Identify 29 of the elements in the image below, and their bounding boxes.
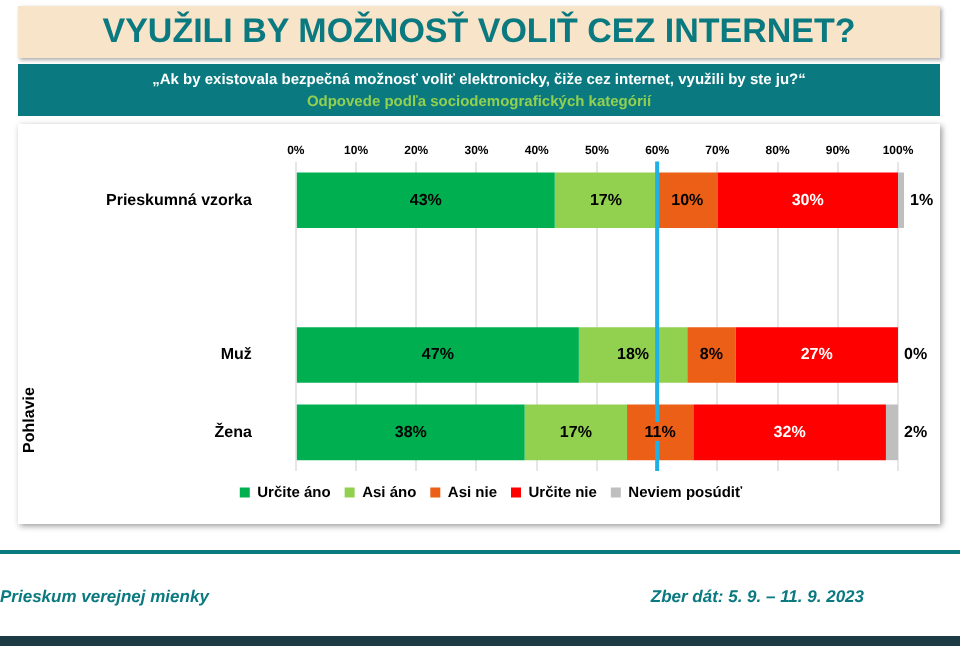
data-label: 27%	[800, 345, 833, 364]
y-tick-label: Muž	[220, 345, 252, 364]
data-label: 1%	[910, 190, 934, 209]
data-label: 8%	[699, 345, 723, 364]
data-label: 0%	[903, 345, 928, 364]
bar	[885, 404, 898, 461]
bar	[296, 172, 555, 229]
data-label: 43%	[409, 190, 442, 209]
data-label: 30%	[791, 190, 824, 209]
bar	[897, 172, 904, 229]
bar	[735, 327, 898, 383]
chart-title: VYUŽILI BY MOŽNOSŤ VOLIŤ CEZ INTERNET?	[18, 6, 940, 58]
bar	[717, 172, 898, 229]
data-label: 2%	[903, 422, 928, 441]
y-tick-label: Prieskumná vzorka	[105, 190, 253, 209]
data-label: 17%	[589, 190, 622, 209]
bar	[296, 327, 579, 383]
data-label: 18%	[617, 345, 650, 364]
data-label: 32%	[773, 422, 806, 441]
text: Zber dát: 5. 9. – 11. 9. 2023	[650, 586, 864, 606]
text: Prieskum verejnej mienky	[0, 586, 209, 606]
data-label: 38%	[394, 422, 427, 441]
data-label: 47%	[421, 345, 454, 364]
data-label: 17%	[559, 422, 592, 441]
bar	[693, 404, 886, 461]
y-axis-title: Pohlavie	[20, 385, 40, 457]
y-tick-label: Žena	[214, 420, 253, 441]
data-label: 10%	[671, 190, 704, 209]
bar	[296, 404, 525, 461]
